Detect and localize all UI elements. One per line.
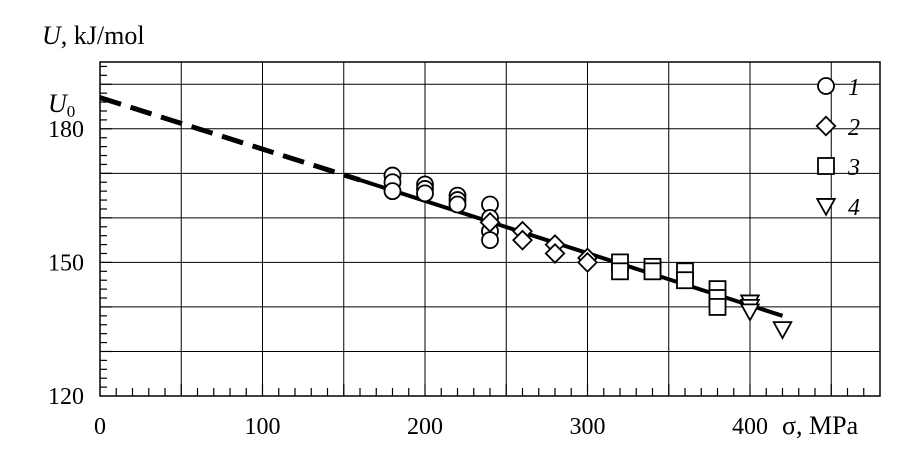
u0-label: U0 [48, 89, 75, 121]
x-tick-label: 0 [94, 414, 106, 440]
axes [99, 61, 881, 397]
legend-marker-4 [815, 198, 837, 217]
y-tick-label: 120 [48, 384, 84, 410]
legend-marker-3 [817, 157, 835, 175]
data-point-series-3 [676, 271, 694, 290]
legend-marker-2 [815, 115, 837, 137]
legend-label-2: 2 [848, 115, 860, 141]
legend-label-1: 1 [848, 75, 860, 101]
x-tick-labels: 0 100 200 300 400 [94, 414, 768, 440]
data-point-series-3 [643, 262, 662, 281]
data-point-series-2 [512, 229, 533, 251]
data-point-series-2 [577, 251, 598, 273]
data-point-series-1 [448, 195, 467, 214]
x-axis-title: σ, MPa [782, 411, 859, 440]
data-point-series-4 [739, 303, 761, 323]
y-axis-title-symbol: U [42, 21, 63, 50]
data-point-series-3 [708, 298, 727, 316]
legend-label-3: 3 [847, 155, 860, 181]
data-point-series-2 [479, 211, 501, 233]
data-point-series-4 [772, 321, 793, 340]
data-point-series-1 [416, 184, 434, 203]
legend-label-4: 4 [848, 195, 860, 221]
x-tick-label: 100 [245, 414, 281, 440]
legend-marker-1 [817, 77, 835, 95]
data-point-series-3 [611, 262, 629, 281]
data-point-series-2 [544, 243, 566, 264]
y-tick-labels: 120 150 180 [48, 117, 84, 410]
y-axis-title-units: , kJ/mol [61, 21, 145, 50]
x-tick-label: 300 [570, 414, 606, 440]
fit-line-dashed [99, 95, 361, 183]
x-tick-label: 400 [732, 414, 768, 440]
y-axis-title: U, kJ/mol [42, 21, 145, 50]
legend: 1 2 3 4 [815, 75, 860, 221]
data-markers [383, 166, 793, 340]
data-point-series-1 [383, 182, 402, 201]
y-tick-label: 150 [48, 250, 84, 276]
x-tick-label: 200 [407, 414, 443, 440]
data-point-series-1 [481, 231, 499, 250]
y-tick-label: 180 [48, 117, 84, 143]
